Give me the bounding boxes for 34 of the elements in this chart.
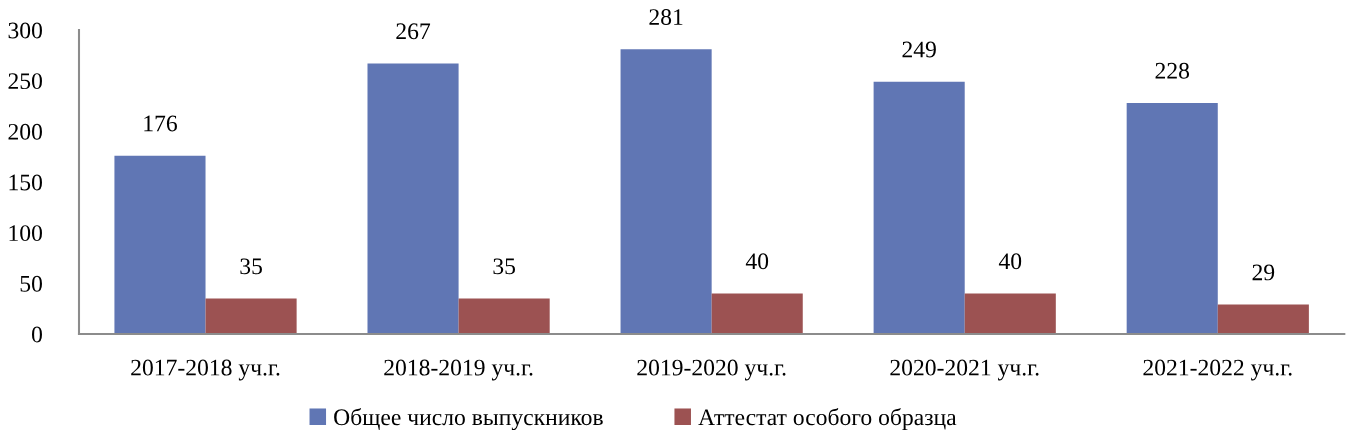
y-tick-label: 100 [9, 225, 42, 242]
y-tick-label: 0 [31, 326, 42, 343]
data-label: 281 [649, 9, 683, 26]
data-label: 249 [902, 41, 936, 58]
bar [711, 293, 803, 334]
y-tick-label: 150 [9, 174, 42, 191]
bar [205, 298, 297, 334]
legend-label: Общее число выпускников [334, 408, 603, 431]
legend-label: Аттестат особого образца [698, 408, 957, 431]
y-tick-label: 200 [8, 123, 42, 140]
bar [873, 81, 965, 334]
bar [458, 298, 550, 334]
x-tick-label: 2018-2019 уч.г. [384, 359, 533, 381]
data-label: 267 [396, 23, 431, 40]
bar [367, 63, 459, 334]
data-label: 176 [144, 115, 177, 132]
x-tick-label: 2017-2018 уч.г. [131, 359, 280, 381]
x-tick-label: 2021-2022 уч.г. [1143, 359, 1292, 381]
data-label: 40 [745, 253, 769, 270]
bar [114, 155, 206, 334]
x-tick-label: 2020-2021 уч.г. [890, 359, 1039, 381]
data-label: 29 [1252, 264, 1275, 281]
data-label: 40 [998, 253, 1022, 270]
bar [620, 49, 712, 334]
data-label: 35 [240, 258, 262, 275]
bar [1217, 304, 1309, 334]
bar [1126, 102, 1218, 334]
x-tick-label: 2019-2020 уч.г. [637, 359, 786, 381]
y-tick-label: 250 [8, 73, 42, 90]
data-label: 35 [493, 258, 516, 275]
y-tick-label: 50 [20, 275, 42, 292]
data-label: 228 [1155, 62, 1190, 79]
y-tick-label: 300 [8, 22, 42, 39]
bar [964, 293, 1056, 334]
